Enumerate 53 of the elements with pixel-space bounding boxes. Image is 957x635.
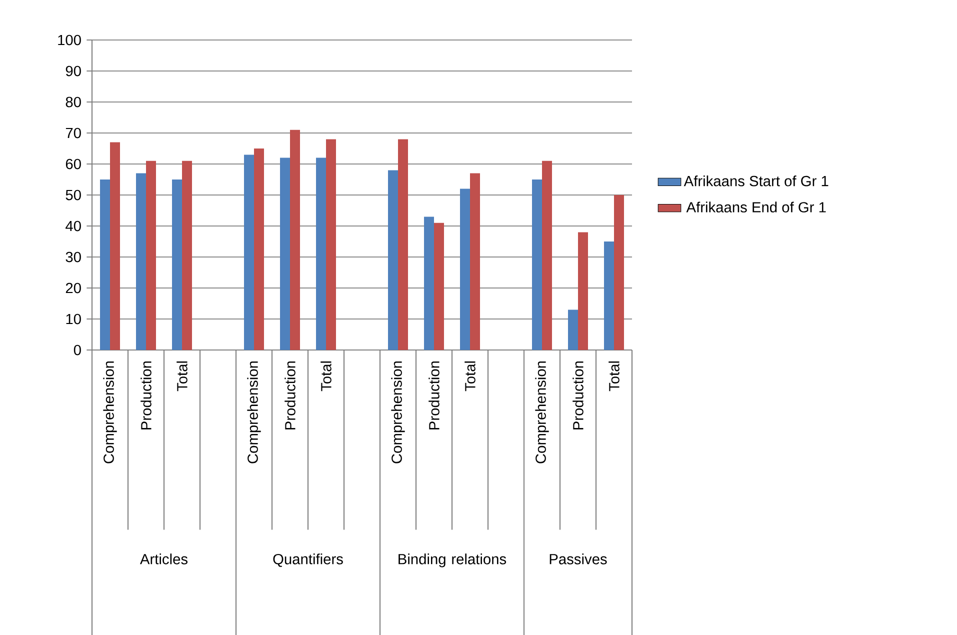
- bar: [244, 154, 254, 350]
- x-tick-label: Production: [284, 361, 296, 430]
- x-tick-label: Total: [608, 361, 620, 392]
- y-tick-label: 10: [66, 314, 81, 324]
- bar: [460, 188, 470, 350]
- bar: [110, 142, 120, 350]
- x-tick-label: Total: [176, 361, 188, 392]
- bar: [424, 216, 434, 350]
- bar: [532, 179, 542, 350]
- x-tick-label: Total: [464, 361, 476, 392]
- bar: [172, 179, 182, 350]
- bar: [578, 232, 588, 350]
- bar: [604, 241, 614, 350]
- legend-label: Afrikaans Start of Gr 1: [684, 176, 828, 186]
- y-tick-label: 70: [66, 128, 81, 138]
- bar: [280, 158, 290, 350]
- x-tick-label: Comprehension: [103, 361, 117, 464]
- x-tick-label: Production: [572, 361, 584, 430]
- bar: [326, 139, 336, 350]
- x-tick-label: Total: [320, 361, 332, 392]
- bar: [182, 160, 192, 350]
- text: Articles: [140, 554, 188, 564]
- bar: [470, 173, 480, 350]
- x-tick-label: Comprehension: [535, 361, 549, 464]
- text: Quantifiers: [273, 554, 343, 567]
- x-tick-label: Comprehension: [391, 361, 405, 464]
- bar: [614, 194, 624, 350]
- y-tick-label: 50: [66, 190, 81, 200]
- bar: [136, 173, 146, 350]
- y-tick-label: 30: [66, 252, 81, 262]
- bar: [146, 160, 156, 350]
- y-tick-label: 90: [66, 66, 81, 76]
- bar: [316, 158, 326, 350]
- legend-label: Afrikaans End of Gr 1: [686, 202, 826, 212]
- bar: [254, 148, 264, 350]
- bar: [568, 310, 578, 350]
- text: Passives: [550, 554, 607, 564]
- x-tick-label: Production: [428, 361, 440, 430]
- bar: [290, 130, 300, 350]
- y-tick-label: 60: [66, 158, 81, 170]
- y-tick-label: 40: [66, 220, 81, 232]
- text: Binding relations: [398, 554, 506, 568]
- bar: [100, 179, 110, 350]
- x-tick-label: Comprehension: [247, 361, 261, 464]
- bar: [388, 170, 398, 350]
- y-tick-label: 100: [58, 34, 81, 46]
- y-tick-label: 0: [74, 344, 81, 356]
- x-tick-label: Production: [140, 361, 152, 430]
- y-tick-label: 20: [66, 282, 81, 294]
- bar: [398, 139, 408, 350]
- bar: [542, 160, 552, 350]
- y-tick-label: 80: [66, 96, 81, 108]
- bar: [434, 222, 444, 350]
